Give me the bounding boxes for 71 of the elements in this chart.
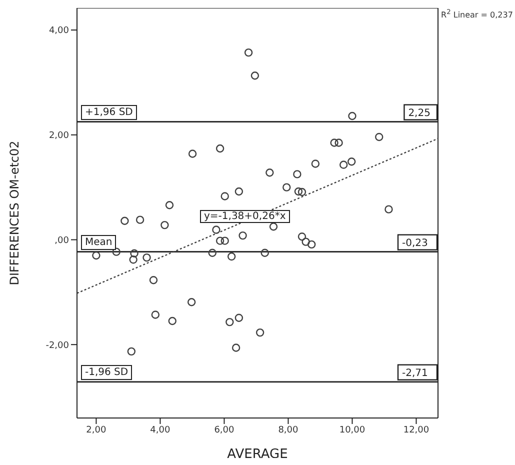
point [282,183,291,192]
point [348,112,356,120]
y-tick-label: -2,00 [46,340,70,351]
point [216,144,224,153]
point [120,216,129,225]
point [266,168,274,177]
point [92,251,100,260]
point [294,187,303,196]
point [234,314,244,322]
point [339,160,348,169]
point [130,249,138,258]
point [188,150,197,158]
point [244,48,253,57]
point [260,248,269,257]
ref-line-label: 2,25 [408,108,430,119]
point [168,316,176,326]
point [250,72,260,80]
x-tick-label: 2,00 [86,425,106,436]
point [238,231,247,240]
point [112,248,120,256]
point [234,187,244,196]
ref-line-label: -0,23 [402,238,428,249]
ref-line-label: -2,71 [402,368,428,379]
point [220,236,229,245]
point [212,226,220,234]
point [302,238,310,246]
x-tick-label: 6,00 [214,425,235,436]
point [256,328,264,337]
text-box: 2,25 [404,104,438,120]
point [298,188,306,196]
x-tick-label: 8,00 [278,425,299,436]
point [149,276,158,284]
point [136,216,144,224]
point [298,232,306,241]
x-tick-label: 12,00 [403,425,430,436]
y-tick-label: 4,00 [48,26,70,36]
point [293,170,302,178]
point [142,253,151,262]
x-axis-title: AVERAGE [227,447,288,462]
point [269,222,278,231]
y-tick-label: ,00 [54,236,70,246]
text-box: y=-1,38+0,26*x [200,210,290,223]
text-box: Mean [81,234,116,250]
x-tick-label: 10,00 [339,425,366,436]
point [187,298,196,306]
y-tick-label: 2,00 [48,131,70,142]
point [165,201,174,210]
point [227,252,236,261]
point [127,347,136,356]
point [220,192,229,200]
point [311,160,320,168]
text: R$^{2}$ Linear = 0,237 [441,8,513,20]
point [375,132,384,142]
x-tick-label: 4,00 [150,425,170,436]
point [216,236,224,245]
point [160,220,169,230]
point [208,248,216,257]
point [384,205,393,214]
point [226,318,234,326]
point [129,256,138,264]
point [232,344,240,352]
point [307,240,316,249]
point [347,158,356,166]
y-axis-title: DIFFERENCES OM-etc02 [7,140,22,286]
point [330,138,338,147]
point [334,138,343,147]
text-box: -1,96 SD [81,364,132,380]
point [151,310,160,319]
text-box: +1,96 SD [81,104,137,120]
text-box: -2,71 [397,364,438,380]
text-box: -0,23 [397,234,438,250]
